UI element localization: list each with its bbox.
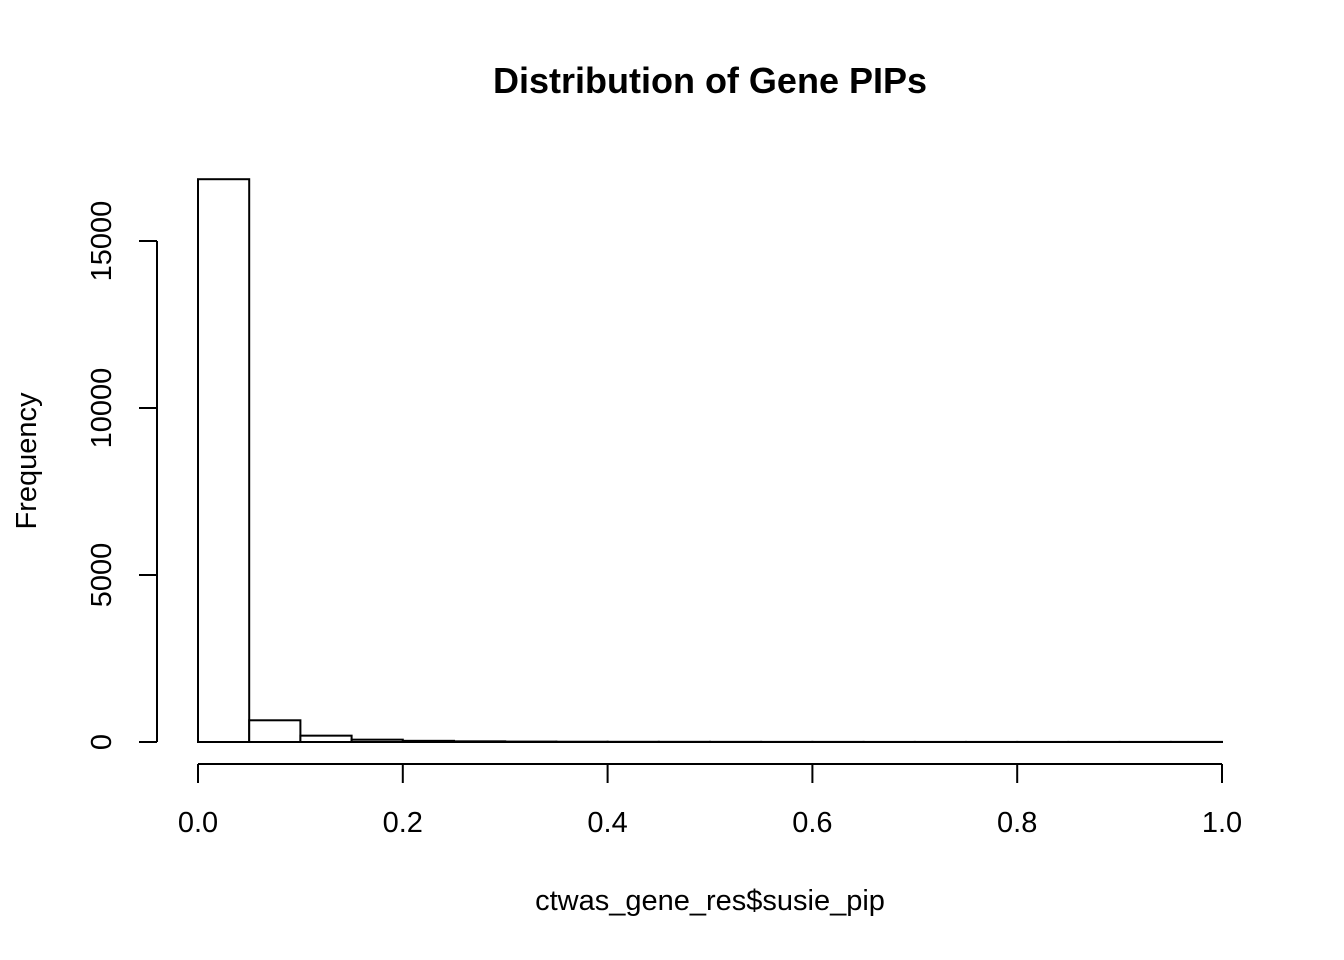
y-tick-label: 15000	[86, 201, 118, 282]
x-tick-label: 0.2	[383, 807, 423, 839]
x-tick-label: 0.8	[997, 807, 1037, 839]
y-axis-label: Frequency	[11, 392, 43, 530]
y-tick-label: 5000	[86, 543, 118, 608]
histogram-bars	[197, 178, 1224, 744]
x-axis: 0.0 0.2 0.4 0.6 0.8 1.0	[178, 763, 1242, 839]
histogram-bar	[401, 739, 455, 743]
x-tick-label: 0.4	[587, 807, 627, 839]
x-axis-label: ctwas_gene_res$susie_pip	[535, 885, 885, 917]
histogram-bar	[350, 738, 404, 743]
histogram-bar	[197, 178, 251, 743]
chart-title: Distribution of Gene PIPs	[493, 60, 927, 101]
histogram-bar	[299, 734, 353, 743]
y-tick-label: 0	[86, 734, 118, 750]
histogram-bar	[248, 719, 302, 743]
x-tick-label: 0.6	[792, 807, 832, 839]
histogram-bar	[453, 740, 507, 743]
y-tick-label: 10000	[86, 368, 118, 449]
x-tick-label: 1.0	[1202, 807, 1242, 839]
y-axis: 0 5000 10000 15000	[86, 201, 158, 750]
x-tick-label: 0.0	[178, 807, 218, 839]
